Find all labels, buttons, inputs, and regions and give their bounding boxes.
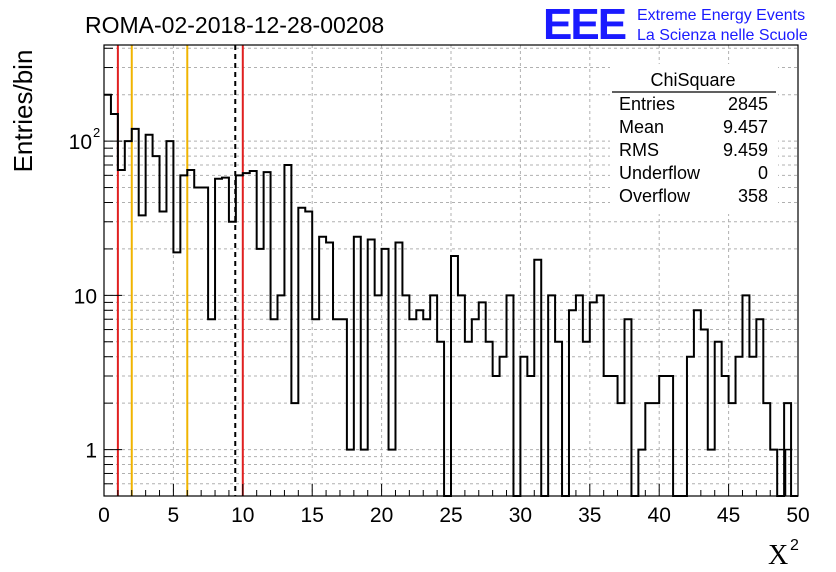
stats-row-value: 2845 xyxy=(728,94,768,114)
x-axis-label-superscript: 2 xyxy=(790,537,799,554)
stats-row-value: 0 xyxy=(758,163,768,183)
x-tick-label: 40 xyxy=(648,504,671,527)
x-axis-label-text: X xyxy=(768,540,788,571)
stats-row-label: RMS xyxy=(619,140,659,160)
y-tick-label: 1 xyxy=(85,440,97,463)
y-tick-label: 10 xyxy=(69,131,92,154)
x-tick-label: 15 xyxy=(301,504,324,527)
y-tick-label: 10 xyxy=(74,285,97,308)
x-tick-label: 5 xyxy=(168,504,180,527)
x-tick-label: 20 xyxy=(370,504,393,527)
stats-row-value: 9.457 xyxy=(723,117,768,137)
stats-row-label: Mean xyxy=(619,117,664,137)
x-tick-label: 30 xyxy=(509,504,532,527)
x-axis-label: X 2 xyxy=(768,537,799,571)
x-tick-label: 0 xyxy=(98,504,110,527)
y-axis-label: Entries/bin xyxy=(8,50,38,173)
logo-line-2: La Scienza nelle Scuole xyxy=(637,27,808,44)
stats-row-label: Underflow xyxy=(619,163,701,183)
x-tick-label: 35 xyxy=(578,504,601,527)
stats-row-value: 358 xyxy=(738,186,768,206)
stats-row-label: Overflow xyxy=(619,186,691,206)
x-tick-label: 45 xyxy=(717,504,740,527)
x-tick-label: 10 xyxy=(231,504,254,527)
logo-line-1: Extreme Energy Events xyxy=(637,7,805,24)
eee-logo: EEE xyxy=(543,0,626,49)
x-tick-label: 50 xyxy=(786,504,809,527)
stats-row-value: 9.459 xyxy=(723,140,768,160)
stats-title: ChiSquare xyxy=(650,70,735,90)
stats-rows: Entries 2845 Mean 9.457 RMS 9.459 Underflow 0 Ov… xyxy=(619,94,768,206)
stats-box-background xyxy=(610,64,778,214)
eee-logo-block: EEE Extreme Energy Events La Scienza nel… xyxy=(543,0,808,49)
y-tick-label-exponent: 2 xyxy=(93,125,100,140)
chart-title: ROMA-02-2018-12-28-00208 xyxy=(85,12,384,38)
stats-row-label: Entries xyxy=(619,94,675,114)
axis-ticks xyxy=(103,47,799,497)
x-tick-label: 25 xyxy=(439,504,462,527)
stats-box: ChiSquare Entries 2845 Mean 9.457 RMS 9.459 Un… xyxy=(610,64,778,214)
